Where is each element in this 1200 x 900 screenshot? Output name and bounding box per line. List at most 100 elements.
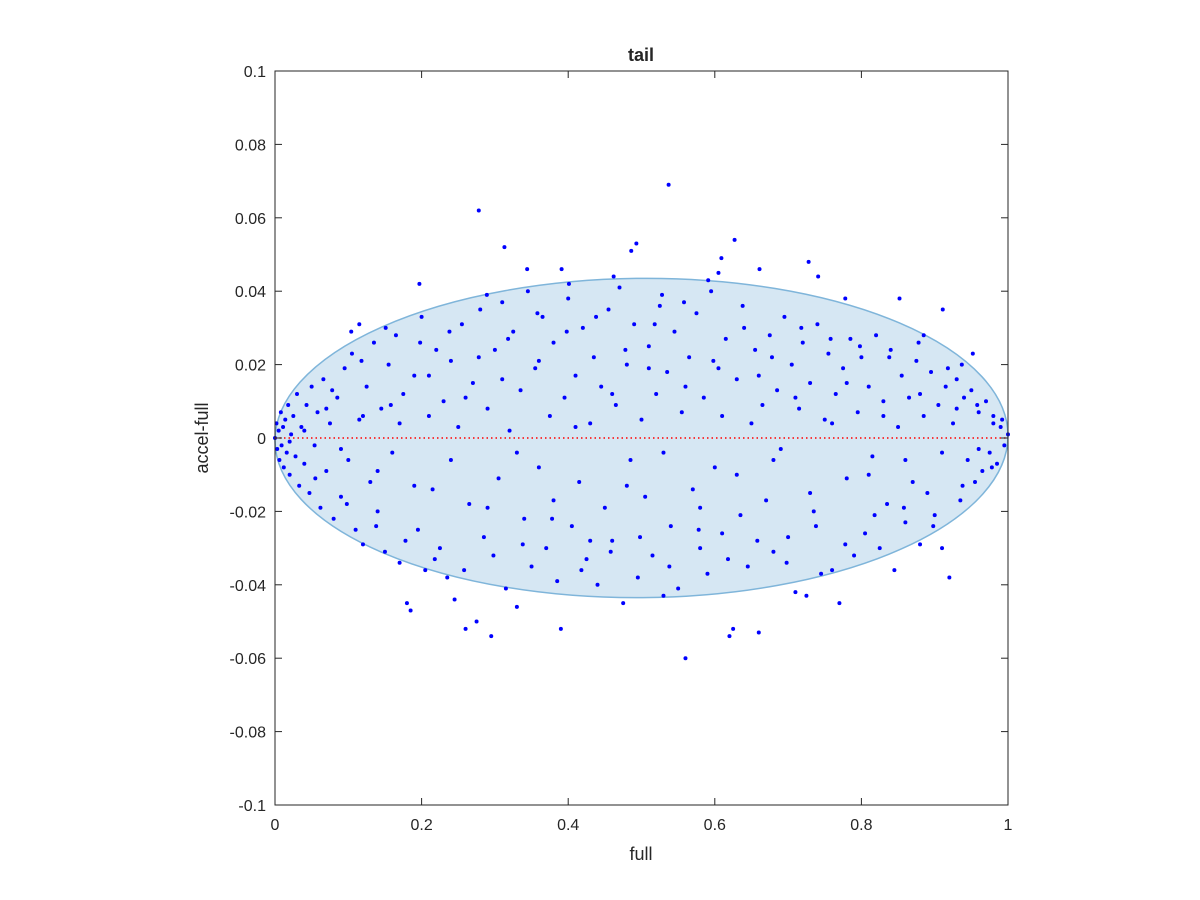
data-point	[731, 626, 736, 631]
data-point	[885, 502, 890, 507]
data-point	[734, 377, 739, 382]
data-point	[522, 516, 527, 521]
data-point	[518, 388, 523, 393]
data-point	[375, 509, 380, 514]
data-point	[769, 355, 774, 360]
data-point	[447, 329, 452, 334]
data-point	[830, 421, 835, 426]
data-point	[712, 465, 717, 470]
data-point	[753, 347, 758, 352]
data-point	[634, 241, 639, 246]
data-point	[448, 458, 453, 463]
data-point	[359, 358, 364, 363]
data-point	[485, 505, 490, 510]
y-tick-label: -0.08	[230, 725, 267, 742]
data-point	[426, 413, 431, 418]
x-tick-label: 1	[1004, 817, 1013, 834]
data-point	[502, 245, 507, 250]
data-point	[287, 439, 292, 444]
data-point	[286, 402, 291, 407]
data-point	[899, 373, 904, 378]
data-point	[569, 524, 574, 529]
data-point	[357, 417, 362, 422]
data-point	[738, 513, 743, 518]
data-point	[698, 505, 703, 510]
data-point	[403, 538, 408, 543]
data-point	[914, 358, 919, 363]
data-point	[525, 267, 530, 272]
data-point	[881, 413, 886, 418]
data-point	[559, 267, 564, 272]
data-point	[771, 458, 776, 463]
data-point	[393, 333, 398, 338]
data-point	[463, 626, 468, 631]
data-point	[970, 351, 975, 356]
data-point	[613, 402, 618, 407]
data-point	[716, 270, 721, 275]
data-point	[349, 329, 354, 334]
data-point	[555, 579, 560, 584]
data-point	[874, 333, 879, 338]
data-point	[797, 406, 802, 411]
data-point	[360, 542, 365, 547]
data-point	[476, 208, 481, 213]
data-point	[954, 406, 959, 411]
data-point	[936, 402, 941, 407]
data-point	[660, 292, 665, 297]
data-point	[888, 347, 893, 352]
data-point	[696, 527, 701, 532]
data-point	[901, 505, 906, 510]
data-point	[679, 410, 684, 415]
data-point	[806, 259, 811, 264]
data-point	[580, 325, 585, 330]
data-point	[594, 314, 599, 319]
data-point	[397, 560, 402, 565]
data-point	[844, 476, 849, 481]
data-point	[338, 447, 343, 452]
data-point	[931, 524, 936, 529]
data-point	[742, 325, 747, 330]
data-point	[709, 289, 714, 294]
data-point	[745, 564, 750, 569]
data-point	[863, 531, 868, 536]
data-point	[279, 443, 284, 448]
data-point	[907, 395, 912, 400]
data-point	[404, 601, 409, 606]
data-point	[617, 285, 622, 290]
data-point	[278, 410, 283, 415]
data-point	[784, 560, 789, 565]
data-point	[857, 344, 862, 349]
data-point	[756, 373, 761, 378]
data-point	[654, 391, 659, 396]
data-point	[672, 329, 677, 334]
data-point	[520, 542, 525, 547]
data-point	[877, 546, 882, 551]
data-point	[291, 413, 296, 418]
data-point	[382, 549, 387, 554]
data-point	[456, 424, 461, 429]
x-tick-label: 0	[271, 817, 280, 834]
data-point	[342, 366, 347, 371]
data-point	[897, 296, 902, 301]
data-point	[887, 355, 892, 360]
data-point	[954, 377, 959, 382]
data-point	[484, 292, 489, 297]
data-point	[837, 601, 842, 606]
data-point	[734, 472, 739, 477]
x-tick-label: 0.2	[410, 817, 432, 834]
data-point	[828, 336, 833, 341]
data-point	[844, 380, 849, 385]
data-point	[360, 413, 365, 418]
data-point	[852, 553, 857, 558]
data-point	[811, 509, 816, 514]
data-point	[782, 314, 787, 319]
data-point	[573, 424, 578, 429]
data-point	[995, 461, 1000, 466]
data-point	[294, 391, 299, 396]
data-point	[623, 347, 628, 352]
data-point	[720, 531, 725, 536]
data-point	[921, 333, 926, 338]
data-point	[833, 391, 838, 396]
plot-area: 0 0.2 0.4 0.6 0.8 1 0.1 0.08 0.06 0.04 0.02 0 -0.02 -…	[230, 64, 1013, 834]
